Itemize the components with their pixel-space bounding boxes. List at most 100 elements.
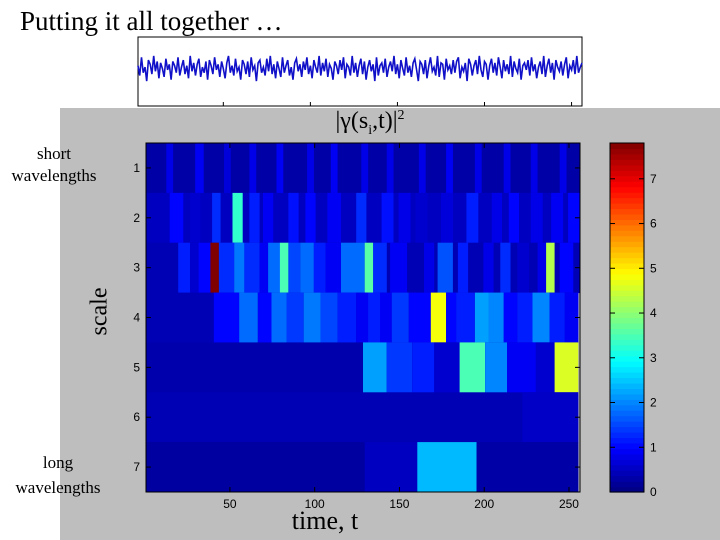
colorbar-step bbox=[610, 377, 644, 384]
colorbar-step bbox=[610, 235, 644, 242]
heatmap-cell bbox=[549, 292, 565, 343]
heatmap-cell bbox=[390, 242, 408, 294]
heatmap-cell bbox=[398, 192, 411, 244]
heatmap-cell bbox=[244, 242, 260, 294]
heatmap-cell bbox=[430, 292, 447, 343]
colorbar-step bbox=[610, 170, 644, 177]
heatmap-cell bbox=[456, 292, 475, 343]
colorbar-step bbox=[610, 252, 644, 259]
colorbar-step bbox=[610, 344, 644, 351]
title-sup: 2 bbox=[397, 108, 405, 123]
heatmap-cell bbox=[530, 192, 543, 244]
heatmap-cell bbox=[424, 242, 435, 294]
heatmap-cell bbox=[381, 192, 394, 244]
heatmap-x-tick-label: 150 bbox=[389, 497, 409, 511]
heatmap-cell bbox=[483, 242, 494, 294]
x-axis-label: time, t bbox=[291, 506, 359, 535]
heatmap-cell bbox=[391, 292, 409, 343]
short-wavelengths-label: short wavelengths bbox=[0, 143, 108, 187]
y-axis-label: scale bbox=[86, 287, 113, 336]
colorbar-step bbox=[610, 290, 644, 297]
heatmap-cell bbox=[457, 242, 469, 294]
heatmap-cell bbox=[364, 242, 374, 294]
heatmap-cell bbox=[218, 242, 235, 294]
colorbar-step bbox=[610, 442, 644, 449]
colorbar-step bbox=[610, 437, 644, 444]
heatmap-cell bbox=[446, 292, 457, 343]
colorbar-step bbox=[610, 372, 644, 379]
heatmap-cell bbox=[532, 292, 550, 343]
colorbar-step bbox=[610, 230, 644, 237]
heatmap-y-tick-label: 1 bbox=[133, 161, 140, 175]
heatmap-cell bbox=[568, 192, 580, 244]
heatmap-cell bbox=[474, 292, 489, 343]
heatmap-cell bbox=[249, 143, 257, 194]
heatmap-cell bbox=[459, 342, 485, 393]
colorbar-step bbox=[610, 312, 644, 319]
colorbar-step bbox=[610, 432, 644, 439]
heatmap-cell bbox=[300, 242, 314, 294]
heatmap-cell bbox=[268, 242, 280, 294]
heatmap-cell bbox=[288, 242, 301, 294]
heatmap-cell bbox=[146, 392, 579, 443]
heatmap-cell bbox=[559, 242, 574, 294]
colorbar-step bbox=[610, 459, 644, 466]
heatmap-cell bbox=[554, 342, 579, 393]
colorbar-step bbox=[610, 208, 644, 215]
colorbar-step bbox=[610, 143, 644, 150]
colorbar-step bbox=[610, 186, 644, 193]
heatmap-y-tick-label: 6 bbox=[133, 410, 140, 424]
heatmap-cell bbox=[232, 192, 243, 244]
heatmap-cell bbox=[313, 242, 326, 294]
colorbar-tick-label: 4 bbox=[650, 306, 657, 320]
heatmap-cell bbox=[356, 292, 369, 343]
title-tail: ,t)| bbox=[372, 108, 398, 134]
colorbar-step bbox=[610, 355, 644, 362]
colorbar-tick-label: 1 bbox=[650, 440, 657, 454]
heatmap-cell bbox=[325, 242, 341, 294]
colorbar-step bbox=[610, 317, 644, 324]
colorbar-step bbox=[610, 382, 644, 389]
short-label-line2: wavelengths bbox=[11, 166, 97, 185]
heatmap-y-tick-label: 5 bbox=[133, 360, 140, 374]
colorbar-step bbox=[610, 164, 644, 171]
heatmap-cell bbox=[373, 242, 387, 294]
heatmap-cell bbox=[418, 143, 426, 194]
title-sub: i bbox=[368, 122, 373, 138]
heatmap-cell bbox=[212, 192, 221, 244]
heatmap-cell bbox=[417, 442, 477, 493]
colorbar-step bbox=[610, 410, 644, 417]
colorbar-step bbox=[610, 333, 644, 340]
colorbar-step bbox=[610, 241, 644, 248]
heatmap-cell bbox=[259, 242, 269, 294]
heatmap-cell bbox=[169, 192, 184, 244]
heatmap-cell bbox=[239, 292, 258, 343]
colorbar-step bbox=[610, 388, 644, 395]
colorbar-step bbox=[610, 213, 644, 220]
signal-line bbox=[137, 55, 583, 82]
heatmap-cell bbox=[507, 342, 536, 393]
heatmap-cell bbox=[517, 292, 533, 343]
heatmap-cell bbox=[446, 143, 453, 194]
heatmap-x-tick-label: 200 bbox=[474, 497, 494, 511]
colorbar-tick-label: 7 bbox=[650, 172, 657, 186]
heatmap-cell bbox=[363, 342, 387, 393]
heatmap-cell bbox=[213, 292, 240, 343]
heatmap-cell bbox=[210, 242, 219, 294]
heatmap-cell bbox=[364, 442, 418, 493]
heatmap-cell bbox=[190, 242, 199, 294]
heatmap-cell bbox=[522, 392, 579, 443]
heatmap-y-tick-label: 7 bbox=[133, 460, 140, 474]
heatmap-cell bbox=[408, 292, 431, 343]
heatmap-cell bbox=[305, 192, 316, 244]
heatmap-cell bbox=[508, 192, 519, 244]
heatmap-cell bbox=[503, 143, 511, 194]
heatmap-cell bbox=[535, 342, 555, 393]
colorbar-step bbox=[610, 181, 644, 188]
colorbar-tick-label: 2 bbox=[650, 396, 657, 410]
long-wavelengths-label: long wavelengths bbox=[4, 450, 112, 500]
heatmap-cell bbox=[307, 143, 314, 194]
colorbar-frame bbox=[609, 142, 645, 493]
heatmap-cell bbox=[263, 192, 274, 244]
